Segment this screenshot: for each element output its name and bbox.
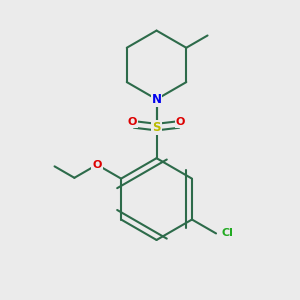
- Text: N: N: [152, 93, 161, 106]
- Text: O: O: [92, 160, 102, 170]
- Text: Cl: Cl: [222, 228, 234, 239]
- Text: S: S: [152, 121, 161, 134]
- Text: O: O: [176, 117, 185, 127]
- Text: O: O: [128, 117, 137, 127]
